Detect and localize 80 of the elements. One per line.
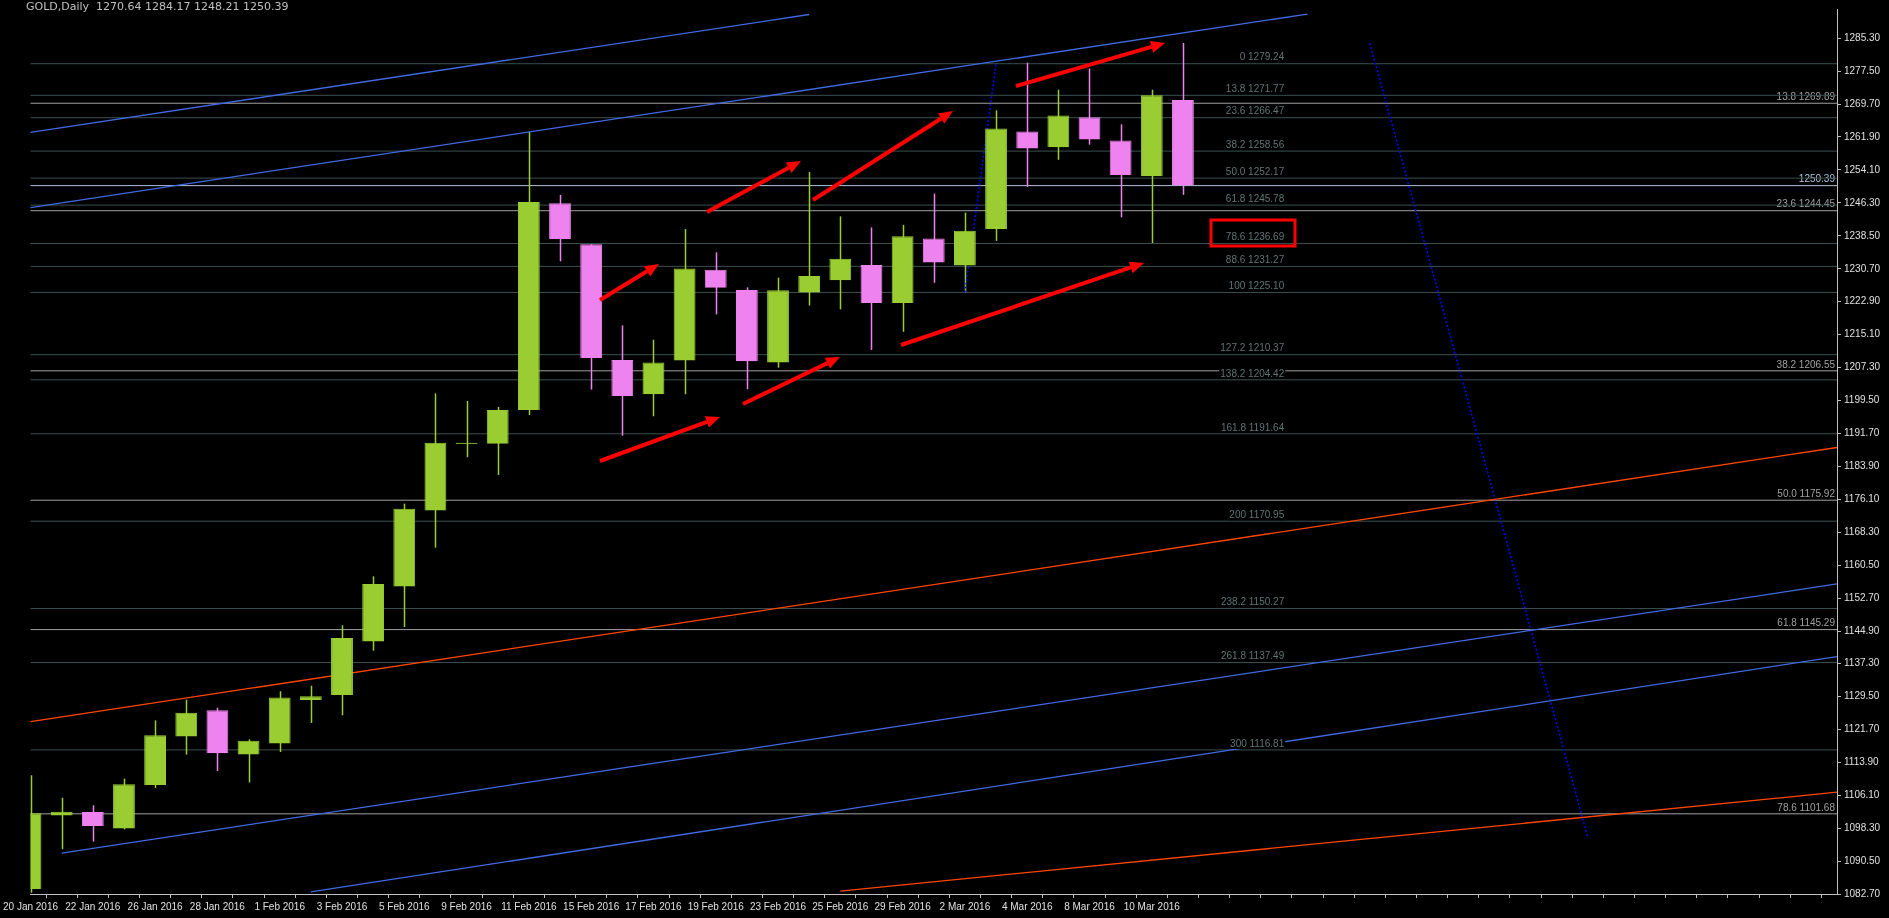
y-tick-label: 1137.30 [1844, 657, 1880, 669]
x-tick-label: 17 Feb 2016 [625, 900, 682, 912]
annotation: 88.6 1231.27 [1225, 254, 1285, 266]
y-tick-label: 1246.30 [1844, 196, 1881, 208]
x-tick-label: 10 Mar 2016 [1123, 900, 1181, 912]
x-tick-label: 19 Feb 2016 [687, 900, 745, 912]
x-tick-label: 5 Feb 2016 [378, 900, 431, 912]
x-tick-label: 28 Jan 2016 [189, 900, 246, 912]
y-tick-label: 1207.30 [1844, 361, 1881, 373]
ref-line-label: 23.6 1244.45 [1776, 198, 1836, 210]
annotation: 127.2 1210.37 [1220, 342, 1285, 354]
annotation: 0 1279.24 [1239, 51, 1285, 63]
chart-title: GOLD,Daily 1270.64 1284.17 1248.21 1250.39 [26, 0, 289, 13]
annotation: 13.8 1271.77 [1225, 83, 1285, 95]
y-tick-label: 1277.50 [1844, 64, 1881, 76]
y-tick-label: 1176.10 [1844, 493, 1880, 505]
y-tick-label: 1113.90 [1844, 755, 1880, 767]
x-tick-label: 1 Feb 2016 [254, 900, 306, 912]
annotation: 238.2 1150.27 [1221, 596, 1285, 608]
annotation: 138.2 1204.42 [1220, 367, 1285, 379]
y-tick-label: 1230.70 [1844, 262, 1881, 274]
y-tick-label: 1144.90 [1844, 625, 1880, 636]
y-tick-label: 1106.10 [1844, 788, 1880, 800]
ref-line-label: 1250.39 [1798, 173, 1836, 185]
ref-line-label: 38.2 1206.55 [1776, 358, 1836, 370]
x-tick-label: 25 Feb 2016 [812, 900, 869, 912]
y-tick-label: 1082.70 [1844, 887, 1881, 899]
y-tick-label: 1152.70 [1844, 592, 1880, 604]
y-tick-label: 1129.50 [1844, 690, 1880, 702]
candlestick [798, 171, 821, 307]
candlestick [81, 804, 104, 843]
y-tick-label: 1199.50 [1844, 394, 1880, 406]
candlestick [175, 698, 198, 756]
x-tick-label: 3 Feb 2016 [316, 900, 368, 912]
x-tick-label: 4 Mar 2016 [1001, 900, 1053, 912]
ref-line-label: 50.0 1175.92 [1777, 487, 1836, 499]
ref-line-label: 61.8 1145.29 [1777, 617, 1836, 629]
x-tick-label: 11 Feb 2016 [501, 900, 558, 912]
y-tick-label: 1238.50 [1844, 229, 1881, 241]
y-tick-label: 1191.70 [1844, 427, 1880, 439]
annotation: 300 1116.81 [1230, 737, 1285, 749]
y-tick-label: 1215.10 [1844, 328, 1881, 340]
y-tick-label: 1269.70 [1844, 97, 1881, 109]
y-tick-label: 1160.50 [1844, 559, 1880, 571]
candlestick [299, 684, 322, 724]
ref-line-label: 78.6 1101.68 [1777, 801, 1836, 813]
y-tick-label: 1183.90 [1844, 460, 1880, 472]
annotation: 200 1170.95 [1229, 508, 1285, 520]
y-tick-label: 1261.90 [1844, 130, 1881, 142]
ref-line-label: 13.8 1269.89 [1776, 91, 1836, 102]
x-tick-label: 23 Feb 2016 [749, 900, 807, 912]
y-tick-label: 1285.30 [1844, 31, 1881, 43]
candlestick [829, 215, 852, 311]
candlestick [1078, 67, 1101, 146]
x-tick-label: 9 Feb 2016 [441, 900, 493, 912]
y-tick-label: 1168.30 [1844, 526, 1880, 538]
annotation: 50.0 1252.17 [1225, 165, 1285, 177]
y-tick-label: 1222.90 [1844, 295, 1881, 307]
candlestick [1016, 61, 1039, 188]
annotation: 61.8 1245.78 [1225, 192, 1285, 204]
x-tick-label: 26 Jan 2016 [127, 900, 184, 912]
y-tick-label: 1098.30 [1844, 821, 1881, 833]
x-tick-label: 15 Feb 2016 [563, 900, 620, 912]
candlestick [455, 400, 478, 458]
annotation: 38.2 1258.56 [1225, 138, 1285, 150]
x-tick-label: 8 Mar 2016 [1064, 900, 1116, 912]
annotation: 161.8 1191.64 [1221, 421, 1285, 433]
y-tick-label: 1254.10 [1844, 163, 1881, 175]
annotation: 78.6 1236.69 [1225, 231, 1285, 243]
candlestick [922, 192, 945, 284]
x-tick-label: 22 Jan 2016 [65, 900, 121, 912]
annotation: 100 1225.10 [1228, 280, 1285, 292]
annotation: 261.8 1137.49 [1221, 650, 1285, 662]
candlestick [704, 251, 727, 316]
annotation: 23.6 1266.47 [1225, 105, 1285, 117]
x-tick-label: 2 Mar 2016 [939, 900, 991, 912]
x-tick-label: 29 Feb 2016 [874, 900, 932, 912]
y-tick-label: 1090.50 [1844, 854, 1881, 866]
y-tick-label: 1121.70 [1844, 723, 1880, 734]
x-tick-label: 20 Jan 2016 [2, 900, 59, 912]
